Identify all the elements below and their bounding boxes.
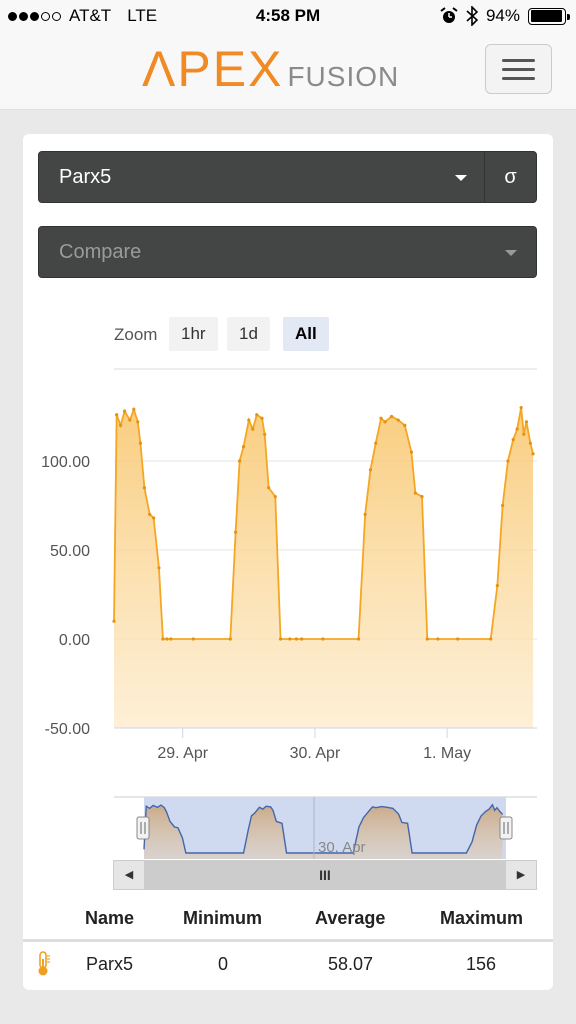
col-header-maximum: Maximum — [440, 908, 524, 928]
bluetooth-icon — [466, 6, 478, 26]
battery-percent: 94% — [485, 6, 520, 25]
compare-placeholder: Compare — [59, 241, 142, 263]
menu-button[interactable] — [485, 44, 552, 94]
logo-sub: FUSION — [287, 61, 400, 92]
chevron-down-icon — [455, 175, 467, 181]
chevron-down-icon — [505, 250, 517, 256]
zoom-1hr-button[interactable]: 1hr — [169, 317, 218, 351]
signal-strength-icon — [8, 11, 61, 21]
hamburger-icon — [502, 59, 535, 62]
col-header-name: Name — [85, 908, 135, 928]
network-type: LTE — [127, 6, 158, 25]
compare-select[interactable]: Compare — [38, 226, 537, 278]
sigma-button[interactable]: σ — [484, 152, 536, 202]
probe-select[interactable]: Parx5 σ — [38, 151, 537, 203]
clock: 4:58 PM — [255, 6, 321, 25]
zoom-all-button[interactable]: All — [283, 317, 329, 351]
scrollbar-thumb[interactable]: III — [144, 861, 506, 889]
row-name: Parx5 — [86, 954, 134, 974]
col-header-average: Average — [315, 908, 386, 928]
zoom-1d-button[interactable]: 1d — [227, 317, 270, 351]
table-divider — [23, 939, 553, 942]
probe-select-value: Parx5 — [59, 166, 112, 188]
row-maximum: 156 — [466, 954, 497, 974]
status-bar: AT&T LTE 4:58 PM 94% — [0, 0, 576, 32]
zoom-label: Zoom — [114, 325, 158, 344]
battery-icon — [528, 7, 570, 25]
row-minimum: 0 — [218, 954, 229, 974]
col-header-minimum: Minimum — [183, 908, 262, 928]
apex-fusion-logo[interactable]: ΛPEX FUSION — [142, 41, 400, 97]
carrier-name: AT&T — [69, 6, 112, 25]
status-icons: 94% — [440, 6, 570, 26]
app-header: ΛPEX FUSION — [0, 32, 576, 110]
thermometer-icon — [38, 951, 50, 976]
scroll-left-arrow-icon[interactable]: ◀ — [114, 861, 144, 889]
row-average: 58.07 — [328, 954, 374, 974]
scroll-right-arrow-icon[interactable]: ▶ — [506, 861, 536, 889]
logo-main: ΛPEX — [142, 41, 284, 97]
navigator-scrollbar[interactable]: ◀ III ▶ — [113, 860, 537, 890]
carrier-group: AT&T LTE — [8, 6, 157, 26]
alarm-icon — [440, 7, 458, 23]
